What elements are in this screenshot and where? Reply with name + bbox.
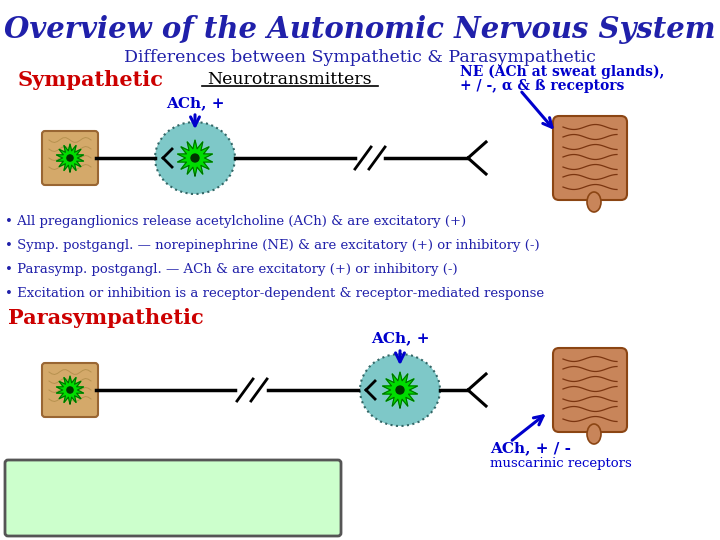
Polygon shape	[56, 376, 84, 404]
Text: Neurotransmitters: Neurotransmitters	[207, 71, 372, 89]
Text: • All preganglionics release acetylcholine (ACh) & are excitatory (+): • All preganglionics release acetylcholi…	[5, 215, 466, 228]
Text: Sympathetic: Sympathetic	[18, 70, 164, 90]
Polygon shape	[177, 140, 212, 176]
FancyBboxPatch shape	[42, 363, 98, 417]
Text: ACh, +: ACh, +	[166, 96, 224, 110]
Ellipse shape	[587, 424, 601, 444]
FancyBboxPatch shape	[5, 460, 341, 536]
Polygon shape	[56, 144, 84, 172]
Text: Parasympathetic: Parasympathetic	[8, 308, 204, 328]
Ellipse shape	[360, 354, 440, 426]
Text: Differences between Sympathetic & Parasympathetic: Differences between Sympathetic & Parasy…	[124, 50, 596, 66]
FancyBboxPatch shape	[42, 131, 98, 185]
Text: • Symp. postgangl. — norepinephrine (NE) & are excitatory (+) or inhibitory (-): • Symp. postgangl. — norepinephrine (NE)…	[5, 240, 539, 253]
Text: + / -, α & ß receptors: + / -, α & ß receptors	[460, 79, 624, 93]
Ellipse shape	[155, 122, 235, 194]
Text: • Excitation or inhibition is a receptor-dependent & receptor-mediated response: • Excitation or inhibition is a receptor…	[5, 287, 544, 300]
Ellipse shape	[587, 192, 601, 212]
Text: muscarinic receptors: muscarinic receptors	[490, 456, 631, 469]
FancyBboxPatch shape	[553, 348, 627, 432]
Text: Potential for pharmacologic
modulation of autonomic responses: Potential for pharmacologic modulation o…	[16, 480, 330, 516]
Text: Overview of the Autonomic Nervous System: Overview of the Autonomic Nervous System	[4, 16, 716, 44]
Text: • Parasymp. postgangl. — ACh & are excitatory (+) or inhibitory (-): • Parasymp. postgangl. — ACh & are excit…	[5, 264, 458, 276]
Polygon shape	[382, 372, 418, 408]
FancyBboxPatch shape	[553, 116, 627, 200]
Text: ACh, + / -: ACh, + / -	[490, 441, 571, 455]
Text: NE (ACh at sweat glands),: NE (ACh at sweat glands),	[460, 65, 665, 79]
Text: ACh, +: ACh, +	[371, 331, 429, 345]
Circle shape	[67, 155, 73, 161]
Circle shape	[191, 154, 199, 162]
Circle shape	[396, 386, 404, 394]
Circle shape	[67, 387, 73, 393]
